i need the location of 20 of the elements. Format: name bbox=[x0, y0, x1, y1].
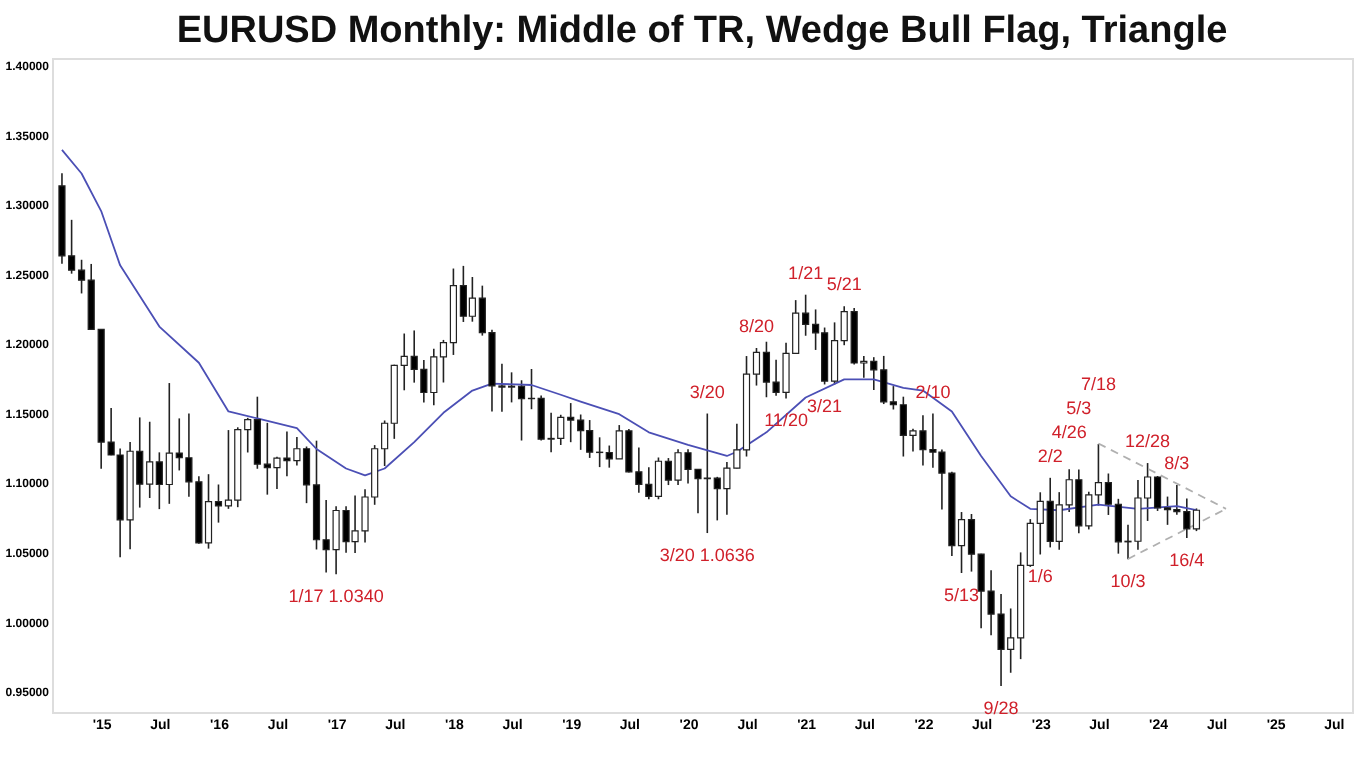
annotation: 9/28 bbox=[983, 697, 1019, 718]
annotation: 5/21 bbox=[826, 274, 862, 295]
annotation: 1/17 1.0340 bbox=[288, 586, 384, 607]
annotation: 8/3 bbox=[1164, 453, 1190, 474]
annotation: 7/18 bbox=[1080, 374, 1116, 395]
annotation: 8/20 bbox=[738, 316, 775, 337]
annotation: 3/20 1.0636 bbox=[659, 544, 755, 565]
annotation: 12/28 bbox=[1125, 431, 1171, 452]
chart-title: EURUSD Monthly: Middle of TR, Wedge Bull Flag, Triangle bbox=[176, 10, 1228, 52]
annotation: 5/3 bbox=[1066, 398, 1092, 419]
annotation: 2/2 bbox=[1037, 446, 1063, 467]
annotation: 4/26 bbox=[1051, 422, 1087, 443]
annotation: 3/20 bbox=[689, 381, 725, 402]
annotation: 1/6 bbox=[1027, 566, 1053, 587]
annotation: 5/13 bbox=[943, 584, 980, 605]
annotation: 1/21 bbox=[788, 262, 824, 283]
annotation: 2/10 bbox=[915, 381, 951, 402]
annotation: 10/3 bbox=[1110, 571, 1146, 592]
annotation: 16/4 bbox=[1169, 549, 1205, 570]
annotation: 3/21 bbox=[807, 396, 843, 417]
